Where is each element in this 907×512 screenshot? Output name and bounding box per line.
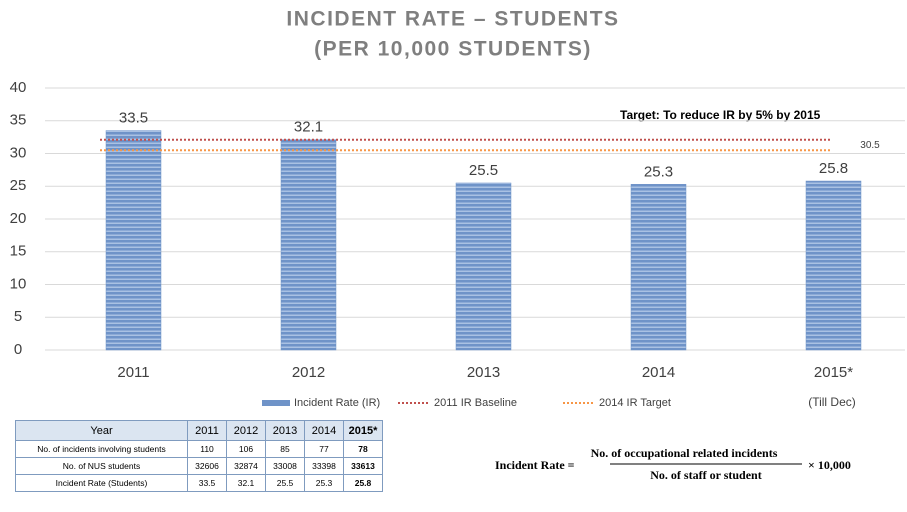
legend-label: Incident Rate (IR): [294, 397, 380, 409]
table-row: Incident Rate (Students) 33.5 32.1 25.5 25.3…: [15, 474, 383, 492]
table-cell: 32606: [187, 457, 227, 475]
table-cell: No. of incidents involving students: [15, 440, 188, 458]
data-label: 25.3: [644, 163, 673, 180]
legend-swatch: [262, 400, 290, 406]
legend-label: 2014 IR Target: [599, 397, 671, 409]
data-label: 25.8: [819, 160, 848, 177]
y-tick-label: 10: [10, 275, 27, 292]
formula: Incident Rate = No. of occupational rela…: [495, 446, 851, 482]
chart-title: INCIDENT RATE – STUDENTS: [286, 8, 619, 31]
legend-label: 2011 IR Baseline: [434, 397, 517, 409]
chart-subtitle: (PER 10,000 STUDENTS): [314, 38, 592, 61]
y-tick-label: 30: [10, 144, 27, 161]
y-tick-label: 20: [10, 210, 27, 227]
table-cell: 106: [226, 440, 266, 458]
table-cell: 32.1: [226, 474, 266, 492]
table-cell: Incident Rate (Students): [15, 474, 188, 492]
table-cell: No. of NUS students: [15, 457, 188, 475]
x-tick-label: 2014: [642, 364, 675, 381]
table-cell: 25.5: [265, 474, 305, 492]
y-tick-label: 5: [14, 308, 22, 325]
data-label: 33.5: [119, 110, 148, 127]
table-cell: 2014: [304, 420, 344, 441]
formula-label: Incident Rate =: [495, 458, 575, 472]
table-cell: 25.3: [304, 474, 344, 492]
table-cell: Year: [15, 420, 188, 441]
table-cell: 33613: [343, 457, 383, 475]
bar: [280, 139, 337, 351]
table-cell: 32874: [226, 457, 266, 475]
data-table: Year 2011 2012 2013 2014 2015* No. of incident…: [15, 420, 383, 492]
annotation: (Till Dec): [808, 395, 856, 409]
table-cell: 2015*: [343, 420, 383, 441]
bar: [805, 180, 862, 351]
table-row: No. of incidents involving students 110 10…: [15, 440, 383, 458]
x-tick-label: 2013: [467, 364, 500, 381]
formula-multiplier: × 10,000: [808, 458, 851, 472]
formula-denominator: No. of staff or student: [650, 468, 761, 482]
table-row: No. of NUS students 32606 32874 33008 33398 3…: [15, 457, 383, 475]
table-cell: 77: [304, 440, 344, 458]
x-tick-label: 2012: [292, 364, 325, 381]
x-tick-label: 2011: [117, 364, 149, 381]
bar: [630, 184, 687, 351]
table-cell: 78: [343, 440, 383, 458]
table-cell: 110: [187, 440, 227, 458]
y-tick-label: 35: [10, 112, 27, 129]
table-cell: 2011: [187, 420, 227, 441]
table-cell: 25.8: [343, 474, 383, 492]
y-tick-label: 0: [14, 341, 22, 358]
table-cell: 33008: [265, 457, 305, 475]
y-tick-label: 40: [10, 79, 27, 96]
y-tick-label: 15: [10, 243, 27, 260]
data-label: 32.1: [294, 119, 323, 136]
table-row: Year 2011 2012 2013 2014 2015*: [15, 420, 383, 441]
data-label: 25.5: [469, 162, 498, 179]
table-cell: 2012: [226, 420, 266, 441]
table-cell: 33398: [304, 457, 344, 475]
x-tick-label: 2015*: [814, 364, 853, 381]
reference-label: 30.5: [860, 140, 880, 151]
table-cell: 85: [265, 440, 305, 458]
bar: [455, 182, 512, 351]
table-cell: 2013: [265, 420, 305, 441]
bar: [105, 130, 162, 351]
formula-numerator: No. of occupational related incidents: [591, 446, 778, 460]
annotation: Target: To reduce IR by 5% by 2015: [620, 108, 821, 122]
table-cell: 33.5: [187, 474, 227, 492]
y-tick-label: 25: [10, 177, 27, 194]
